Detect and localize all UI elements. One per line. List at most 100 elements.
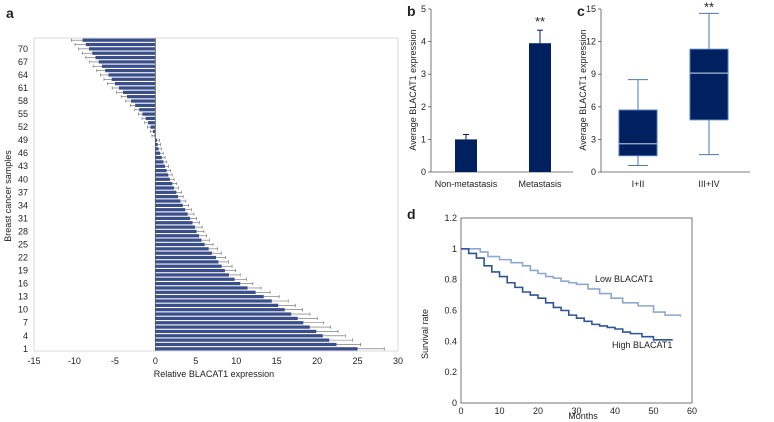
panel-c-x-tick-late: III+IV [698, 179, 719, 189]
panel-c-significance: ** [704, 0, 714, 14]
panel-d-x-tick-50: 50 [648, 406, 658, 416]
bar-sample-21 [155, 260, 219, 264]
panel-a-y-tick-61: 61 [18, 83, 28, 93]
bar-sample-57 [135, 103, 156, 108]
panel-a-y-tick-46: 46 [18, 148, 28, 158]
bar-sample-55 [142, 112, 156, 116]
panel-c-y-tick-0: 0 [591, 167, 596, 177]
bar-sample-63 [111, 77, 156, 81]
panel-c-box-early [618, 109, 658, 157]
bar-sample-12 [155, 299, 272, 303]
panel-a-y-tick-25: 25 [18, 239, 28, 249]
panel-a-x-tick-25: 25 [353, 356, 363, 366]
bar-sample-32 [155, 212, 188, 216]
bar-sample-23 [155, 251, 212, 255]
panel-a-y-tick-19: 19 [18, 266, 28, 276]
bar-sample-58 [131, 99, 156, 103]
panel-a-y-tick-64: 64 [18, 70, 28, 80]
bar-sample-15 [155, 286, 248, 290]
panel-a-y-tick-70: 70 [18, 44, 28, 54]
panel-d-y-tick-0.2: 0.2 [444, 367, 457, 377]
bar-sample-59 [127, 95, 156, 99]
bar-sample-39 [155, 182, 173, 186]
panel-a-y-tick-16: 16 [18, 279, 28, 289]
panel-a-y-tick-58: 58 [18, 96, 28, 106]
bar-sample-11 [155, 303, 279, 307]
panel-a-y-tick-52: 52 [18, 122, 28, 132]
panel-d-y-tick-1: 1 [452, 244, 457, 254]
panel-d-x-tick-40: 40 [610, 406, 620, 416]
panel-b-x-tick-metastasis: Metastasis [518, 179, 562, 189]
panel-label-b: b [407, 3, 416, 19]
bar-sample-29 [155, 225, 195, 229]
panel-a-y-tick-4: 4 [23, 331, 28, 341]
panel-a-y-tick-40: 40 [18, 174, 28, 184]
panel-d-y-axis-title: Survival rate [420, 309, 430, 359]
panel-a-y-tick-22: 22 [18, 253, 28, 263]
panel-a-x-axis-title: Relative BLACAT1 expression [154, 369, 274, 379]
bar-sample-5 [155, 329, 317, 334]
panel-c-y-tick-3: 3 [591, 134, 596, 144]
bar-sample-4 [155, 334, 323, 338]
bar-sample-9 [155, 312, 292, 316]
panel-label-a: a [6, 5, 14, 21]
panel-c-y-tick-9: 9 [591, 69, 596, 79]
bar-sample-27 [155, 234, 200, 238]
panel-a-plot-frame [33, 37, 399, 352]
bar-sample-64 [108, 73, 156, 77]
bar-sample-47 [155, 147, 159, 151]
panel-a-x-tick--10: -10 [68, 356, 81, 366]
panel-b-bar-non-metastasis [455, 139, 477, 172]
bar-sample-13 [155, 295, 264, 299]
panel-d-y-tick-0: 0 [452, 398, 457, 408]
bar-sample-61 [118, 86, 156, 90]
bar-sample-33 [155, 208, 186, 212]
bar-sample-30 [155, 221, 193, 225]
bar-sample-3 [155, 338, 330, 342]
panel-d-plot-frame [460, 217, 693, 404]
bar-sample-54 [145, 116, 156, 121]
bar-sample-18 [155, 273, 229, 277]
panel-a-y-tick-28: 28 [18, 226, 28, 236]
panel-b-y-tick-5: 5 [421, 4, 426, 14]
panel-a-y-tick-37: 37 [18, 187, 28, 197]
bar-sample-71 [85, 42, 156, 47]
panel-a-x-tick--15: -15 [27, 356, 40, 366]
panel-a-y-tick-67: 67 [18, 57, 28, 67]
bar-sample-16 [155, 281, 241, 286]
bar-sample-35 [155, 199, 181, 203]
panel-c-chart: 0 3 6 9 12 15 I+II III+IV ** Average BLACAT1 exp… [578, 0, 750, 189]
panel-a-y-tick-10: 10 [18, 305, 28, 315]
bar-sample-46 [155, 151, 161, 155]
bar-sample-1 [155, 347, 358, 351]
panel-a-x-tick-5: 5 [193, 356, 198, 366]
panel-a-x-tick-30: 30 [393, 356, 403, 366]
bar-sample-25 [155, 242, 205, 247]
bar-sample-65 [105, 68, 156, 73]
panel-d-x-tick-20: 20 [533, 406, 543, 416]
bar-sample-6 [155, 325, 310, 329]
panel-a-y-tick-43: 43 [18, 161, 28, 171]
panel-b-y-axis-title: Average BLACAT1 expression [408, 29, 418, 150]
bar-sample-66 [101, 64, 156, 68]
panel-b-bar-metastasis [529, 43, 551, 173]
panel-a-chart: 1 4 7 10 13 16 19 22 25 28 31 34 37 40 43 46 49 52 55 58 61 6… [3, 37, 403, 379]
bar-sample-49 [155, 138, 157, 142]
panel-a-x-tick-15: 15 [272, 356, 282, 366]
bar-sample-62 [114, 82, 156, 86]
bar-sample-41 [155, 173, 169, 177]
legend-high-label: High BLACAT1 [612, 340, 672, 350]
panel-a-y-tick-7: 7 [23, 318, 28, 328]
panel-a-y-tick-13: 13 [18, 292, 28, 302]
panel-a-y-axis-title: Breast cancer samples [3, 150, 13, 242]
bar-sample-19 [155, 268, 225, 273]
panel-d-x-tick-60: 60 [687, 406, 697, 416]
bar-sample-20 [155, 264, 222, 268]
bar-sample-70 [89, 47, 156, 51]
panel-d-chart: 0 0.2 0.4 0.6 0.8 1 1.2 0 10 20 30 40 50 60 Months Su… [420, 213, 697, 421]
panel-a-y-tick-31: 31 [18, 213, 28, 223]
bar-sample-42 [155, 168, 167, 173]
bar-sample-52 [150, 125, 156, 129]
bar-sample-56 [139, 108, 156, 112]
